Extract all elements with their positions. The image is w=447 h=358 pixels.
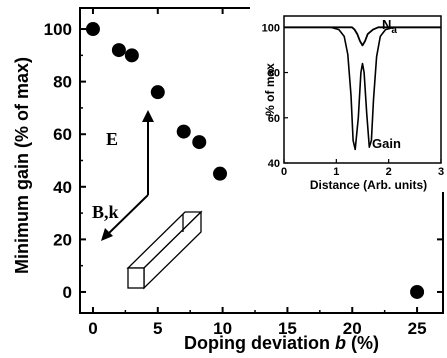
y-tick-label: 80 <box>53 73 72 92</box>
data-point <box>124 48 139 63</box>
data-point <box>213 166 228 181</box>
inset-plot: 0 1 2 3 40 60 80 100 Distance (Arb. units) % o… <box>250 6 445 192</box>
data-point <box>176 124 191 139</box>
inset-x-ticks: 0 1 2 3 <box>281 159 444 178</box>
inset-y-axis-title: % of max <box>263 63 277 116</box>
bk-label: B,k <box>92 202 119 222</box>
x-axis-title-suffix: (%) <box>346 333 379 353</box>
inset-line-na <box>284 26 441 47</box>
bk-arrow <box>107 194 149 235</box>
inset-x-tick-label: 0 <box>281 166 287 178</box>
inset-lines <box>284 26 441 151</box>
inset-y-tick-label: 60 <box>268 113 280 125</box>
x-tick-label: 5 <box>153 319 162 338</box>
inset-plot-frame <box>283 15 442 164</box>
y-tick-label: 60 <box>53 125 72 144</box>
inset-x-tick-label: 2 <box>386 166 392 178</box>
y-tick-label: 20 <box>53 230 72 249</box>
y-tick-label: 40 <box>53 178 72 197</box>
y-axis-title: Minimum gain (% of max) <box>12 57 32 274</box>
y-tick-label: 0 <box>63 283 72 302</box>
data-point <box>150 85 165 100</box>
inset-series-label-na-sub: a <box>391 25 397 36</box>
x-axis-title-prefix: Doping deviation <box>184 333 335 353</box>
inset-x-tick-label: 1 <box>333 166 339 178</box>
e-field-arrowhead <box>142 110 154 122</box>
data-point <box>111 43 126 58</box>
inset-x-tick-label: 3 <box>438 166 444 178</box>
x-axis-title-variable: b <box>335 333 346 353</box>
inset-line-gain <box>284 26 441 151</box>
inset-y-tick-label: 100 <box>262 22 280 34</box>
bk-arrowhead <box>101 228 113 241</box>
x-tick-label: 20 <box>343 319 362 338</box>
field-orientation-annotation: E B,k <box>92 110 203 290</box>
crystal-bar-drawing <box>126 210 203 290</box>
e-field-label: E <box>106 129 118 149</box>
inset-series-label-na-main: N <box>382 17 391 32</box>
x-tick-label: 25 <box>408 319 427 338</box>
main-data-points <box>85 22 425 299</box>
inset-y-tick-label: 40 <box>268 158 280 170</box>
inset-series-label-gain: Gain <box>372 136 401 151</box>
data-point <box>85 22 100 37</box>
x-tick-label: 0 <box>88 319 97 338</box>
inset-y-tick-label: 80 <box>268 68 280 80</box>
inset-x-axis-title: Distance (Arb. units) <box>310 178 427 192</box>
x-tick-label: 10 <box>213 319 232 338</box>
data-point <box>410 284 425 299</box>
x-tick-label: 15 <box>278 319 297 338</box>
inset-y-ticks: 40 60 80 100 <box>262 22 288 170</box>
data-point <box>192 135 207 150</box>
x-axis-title: Doping deviation b (%) <box>184 333 379 353</box>
inset-series-label-na: Na <box>382 17 397 36</box>
y-tick-label: 100 <box>44 20 72 39</box>
